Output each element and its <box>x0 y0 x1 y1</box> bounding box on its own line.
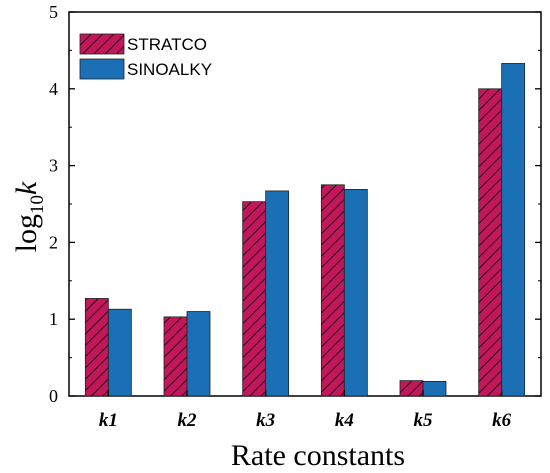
y-tick-label: 1 <box>49 309 58 329</box>
x-tick-label: k5 <box>414 410 434 431</box>
legend-swatch-sinoalky <box>79 58 125 80</box>
bar-sinoalky-k1 <box>107 308 132 397</box>
y-tick-label: 0 <box>49 386 58 406</box>
y-tick-label: 5 <box>49 2 58 22</box>
y-axis-title-subscript: 10 <box>27 195 48 214</box>
x-tick-label: k6 <box>492 410 512 431</box>
x-tick-label: k3 <box>256 410 275 431</box>
x-tick-label: k1 <box>99 410 118 431</box>
bar-sinoalky-k5 <box>422 381 447 397</box>
bar-sinoalky-k2 <box>186 311 211 397</box>
legend-label-sinoalky: SINOALKY <box>127 60 212 79</box>
bar-stratco-k2 <box>163 316 188 397</box>
legend-label-stratco: STRATCO <box>127 35 207 54</box>
y-axis-title: log10k <box>10 181 48 252</box>
bar-sinoalky-k3 <box>265 190 290 397</box>
bar-sinoalky-k4 <box>343 189 368 397</box>
bar-stratco-k4 <box>320 184 345 397</box>
y-tick-label: 4 <box>49 79 58 99</box>
x-tick-label: k4 <box>335 410 354 431</box>
x-axis-title: Rate constants <box>231 439 405 472</box>
x-tick-label: k2 <box>178 410 198 431</box>
axes: 0 1 2 3 4 5 k1 k2 k3 k4 k5 k6 <box>49 2 541 431</box>
y-axis-title-variable: k <box>10 181 43 195</box>
bars <box>84 63 526 397</box>
bar-stratco-k6 <box>478 88 503 397</box>
bar-stratco-k1 <box>84 298 109 397</box>
legend-swatch-stratco <box>79 33 125 55</box>
bar-stratco-k3 <box>242 201 267 397</box>
legend: STRATCO SINOALKY <box>79 33 212 80</box>
y-tick-label: 2 <box>49 232 58 252</box>
bar-stratco-k5 <box>399 380 424 397</box>
y-tick-label: 3 <box>49 156 58 176</box>
y-axis-title-base: log <box>10 214 43 252</box>
bar-sinoalky-k6 <box>501 63 526 397</box>
